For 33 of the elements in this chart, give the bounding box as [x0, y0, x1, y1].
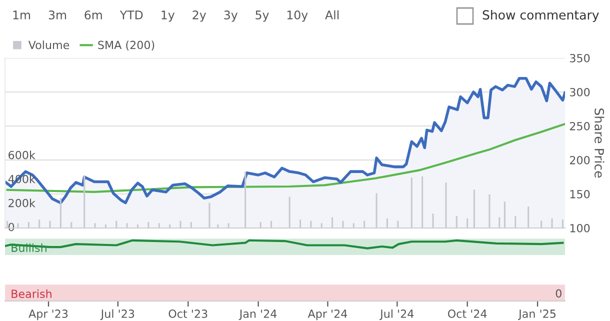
x-tick-label: Apr '24: [308, 310, 348, 320]
y-tick-label: 200k: [8, 198, 36, 208]
y2-tick-label: 250: [570, 122, 590, 130]
text: 6m: [84, 10, 102, 20]
y2-tick-label: 100: [570, 224, 590, 232]
legend-label: Volume: [28, 40, 70, 50]
text: All: [325, 10, 339, 20]
annotation: 0: [556, 289, 562, 298]
text: 3m: [48, 10, 66, 20]
x-tick-label: Jan '24: [238, 310, 277, 320]
x-tick-label: Jan '25: [518, 310, 556, 320]
band-label: Bearish: [12, 289, 52, 298]
text: 2y: [192, 10, 206, 22]
text: 1m: [13, 10, 30, 20]
text: YTD: [120, 10, 143, 20]
y2-tick-label: 300: [570, 88, 590, 96]
text: 3y: [224, 10, 238, 22]
x-tick-label: Oct '23: [168, 310, 208, 318]
text: 5y: [256, 10, 269, 22]
line-series: [6, 122, 565, 194]
y2-tick-label: 150: [570, 190, 590, 198]
y2-axis-title: Share Price: [594, 108, 604, 178]
y2-tick-label: 200: [570, 156, 590, 164]
text: 1y: [162, 10, 175, 22]
x-tick-label: Jul '24: [380, 309, 414, 320]
legend-label: SMA (200): [98, 40, 154, 50]
x-tick-label: Apr '23: [28, 310, 68, 320]
x-tick-label: Oct '24: [448, 310, 487, 318]
x-tick-label: Jul '23: [100, 309, 134, 320]
y2-tick-label: 350: [570, 54, 590, 62]
text: 10y: [287, 10, 308, 22]
text: Show commentary: [482, 10, 599, 22]
y-tick-label: 600k: [8, 150, 36, 160]
